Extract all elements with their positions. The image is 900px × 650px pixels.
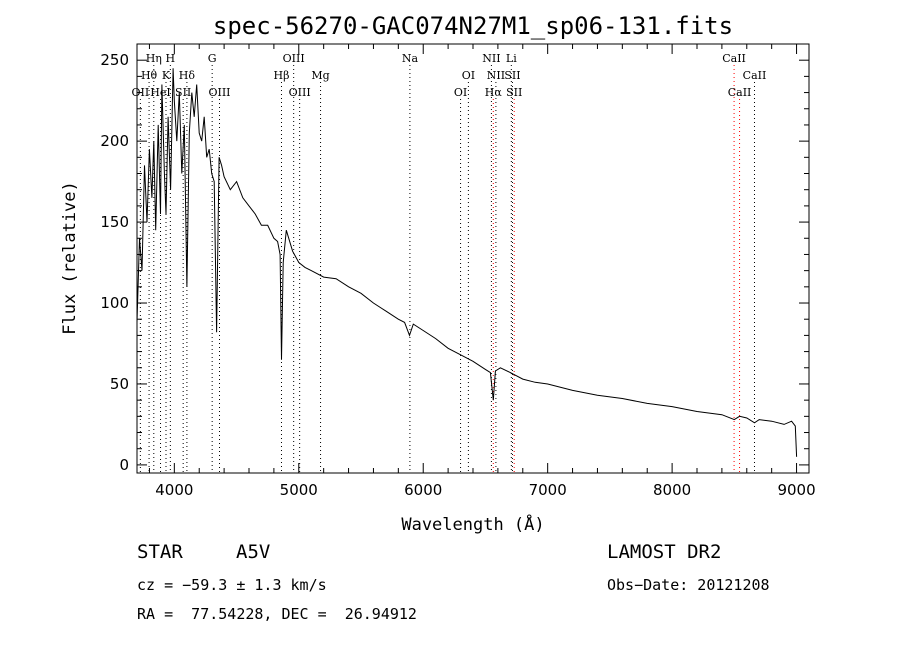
y-tick-label: 200: [100, 132, 129, 150]
axis-ticks: 4000 5000 6000 7000 8000 9000 0 50 100 150 200 250: [100, 44, 816, 499]
y-tick-label: 0: [119, 456, 129, 474]
y-tick-label: 100: [100, 294, 129, 312]
spectral-line-label: Na: [402, 52, 419, 65]
spectral-line-label: OI: [462, 69, 475, 82]
x-tick-label: 9000: [777, 481, 815, 499]
spectral-line-label: NII: [487, 69, 505, 82]
spectral-line-label: G: [208, 52, 217, 65]
survey-name: LAMOST DR2: [607, 541, 722, 563]
spectral-line-label: NII: [482, 52, 500, 65]
spectral-line-label: H: [166, 52, 176, 65]
spectral-line-label: CaII: [743, 69, 767, 82]
x-tick-label: 8000: [653, 481, 691, 499]
spectrum-line: [136, 68, 798, 457]
spectral-line-label: Hθ: [141, 69, 158, 82]
spectral-line-label: Li: [506, 52, 517, 65]
spectral-line-label: CaII: [728, 86, 752, 99]
spectral-line-label: Mg: [311, 69, 329, 82]
plot-frame: [136, 43, 810, 474]
spectral-line-label: SII: [504, 69, 520, 82]
x-tick-label: 5000: [280, 481, 318, 499]
redshift-cz: cz = −59.3 ± 1.3 km/s: [137, 576, 327, 594]
y-tick-label: 150: [100, 213, 129, 231]
chart-title: spec-56270-GAC074N27M1_sp06-131.fits: [213, 12, 733, 40]
spectral-line-label: Hδ: [179, 69, 196, 82]
spectral-line-label: CaII: [722, 52, 746, 65]
y-axis-label: Flux (relative): [60, 181, 80, 335]
object-class: STAR: [137, 541, 183, 563]
spectral-line-label: OIII: [289, 86, 311, 99]
spectral-line-label: OI: [454, 86, 467, 99]
y-tick-label: 250: [100, 51, 129, 69]
spectral-line-label: SII: [175, 86, 191, 99]
observation-date: Obs−Date: 20121208: [607, 576, 770, 594]
spectral-line-label: OIII: [208, 86, 230, 99]
x-tick-label: 4000: [155, 481, 193, 499]
x-tick-label: 7000: [529, 481, 567, 499]
spectral-line-label: OIII: [283, 52, 305, 65]
spectral-line-label: HeI: [150, 86, 170, 99]
coordinates: RA = 77.54228, DEC = 26.94912: [137, 605, 417, 623]
x-axis-label: Wavelength (Å): [401, 513, 544, 535]
x-tick-label: 6000: [404, 481, 442, 499]
y-tick-label: 50: [110, 375, 129, 393]
object-subclass: A5V: [236, 541, 271, 563]
spectral-line-label: Hα: [485, 86, 503, 99]
spectral-line-label: K: [162, 69, 171, 82]
spectral-line-label: Hβ: [274, 69, 290, 82]
spectral-line-label: SII: [506, 86, 522, 99]
spectral-line-label: Hη: [146, 52, 162, 65]
